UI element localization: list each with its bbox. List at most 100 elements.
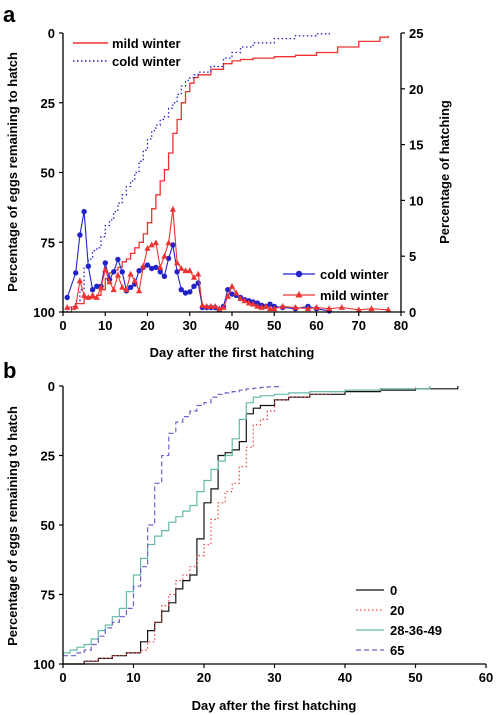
daily-point-mild-winter (195, 270, 202, 277)
legend-label-0: 0 (390, 583, 397, 598)
daily-point-mild-winter (207, 303, 214, 309)
daily-point-cold-winter (153, 264, 159, 271)
daily-point-cold-winter (64, 294, 70, 301)
daily-point-mild-winter (233, 289, 240, 296)
daily-point-mild-winter (190, 274, 198, 280)
daily-point-mild-winter (199, 301, 206, 308)
panel-b-y-tick-label: 0 (48, 379, 55, 394)
daily-point-mild-winter (228, 282, 236, 289)
legend-marker-triangle (295, 291, 303, 298)
panel-a-y-axis-title: Percentage of eggs remaining to hatch (5, 52, 20, 292)
panel-a-y-tick-label: 50 (41, 166, 55, 181)
legend-marker-circle (295, 270, 303, 278)
daily-point-mild-winter (140, 262, 147, 269)
daily-point-mild-winter (157, 264, 164, 270)
daily-point-mild-winter (212, 303, 219, 309)
panel-b-x-tick-label: 40 (338, 670, 352, 685)
daily-point-mild-winter (152, 239, 159, 246)
daily-point-mild-winter (72, 303, 79, 309)
daily-point-cold-winter (81, 208, 87, 215)
daily-point-mild-winter (279, 303, 286, 309)
daily-point-mild-winter (385, 306, 392, 313)
panel-a-y2-tick-label: 20 (409, 82, 423, 97)
daily-point-cold-winter (73, 270, 79, 276)
daily-point-mild-winter (250, 300, 257, 307)
panel-b-y-tick-label: 50 (41, 518, 55, 533)
panel-a-x-tick-label: 60 (309, 318, 323, 333)
daily-point-cold-winter (178, 287, 184, 293)
panel-a-y-tick-label: 25 (41, 96, 55, 111)
daily-point-cold-winter (102, 260, 109, 266)
panel-b-x-axis-title: Day after the first hatching (192, 698, 357, 713)
daily-point-mild-winter (304, 305, 312, 312)
panel-b-legend: 0 20 28-36-49 65 (356, 583, 442, 658)
panel-b-lines (63, 386, 459, 665)
panel-a-y2-axis-title: Percentage of hatching (437, 100, 452, 244)
daily-point-cold-winter (115, 256, 121, 263)
panel-a-y2-tick-label: 10 (409, 193, 423, 208)
panel-b-x-tick-label: 30 (267, 670, 281, 685)
panel-a-x-tick-label: 10 (98, 318, 112, 333)
panel-a-y2-tick-label: 25 (409, 26, 423, 41)
daily-point-mild-winter (182, 267, 189, 274)
daily-point-cold-winter (127, 284, 134, 291)
daily-point-cold-winter (182, 290, 189, 296)
panel-b-y-tick-label: 75 (41, 588, 55, 603)
panel-a-x-tick-label: 40 (225, 318, 239, 333)
daily-point-cold-winter (119, 269, 125, 275)
panel-a-legend-cumulative: mild winter cold winter (73, 36, 181, 69)
daily-point-mild-winter (97, 284, 105, 290)
panel-b: b 0 10 20 30 40 50 60 0 25 50 75 100 Day after the … (3, 358, 493, 713)
panel-b-ticks: 0 10 20 30 40 50 60 0 25 50 75 100 (33, 379, 493, 685)
daily-point-mild-winter (161, 252, 168, 259)
daily-point-mild-winter (224, 293, 231, 299)
panel-a-x-tick-label: 70 (352, 318, 366, 333)
legend-label-mild-winter-daily: mild winter (320, 288, 389, 303)
daily-point-cold-winter (85, 263, 92, 269)
panel-a-x-tick-label: 30 (183, 318, 197, 333)
panel-a-x-tick-label: 80 (394, 318, 408, 333)
daily-point-mild-winter (292, 304, 299, 310)
legend-label-mild-winter: mild winter (112, 36, 181, 51)
daily-point-cold-winter (191, 283, 197, 289)
daily-point-mild-winter (64, 304, 71, 310)
panel-a-y-tick-label: 75 (41, 235, 55, 250)
daily-point-cold-winter (136, 268, 142, 274)
cumulative-line-28-36-49 (63, 386, 431, 654)
daily-point-mild-winter (271, 305, 278, 312)
daily-point-cold-winter (89, 287, 96, 293)
panel-a-x-axis-title: Day after the first hatching (150, 345, 315, 360)
cumulative-line-65 (63, 386, 283, 657)
panel-a-x-tick-label: 0 (59, 318, 66, 333)
daily-point-mild-winter (178, 265, 185, 271)
daily-point-mild-winter (127, 270, 134, 277)
panel-a-y2-tick-label: 0 (409, 305, 416, 320)
daily-point-mild-winter (93, 294, 100, 300)
daily-point-mild-winter (131, 277, 138, 284)
daily-point-mild-winter (106, 278, 113, 285)
daily-point-mild-winter (241, 297, 248, 304)
daily-point-mild-winter (114, 271, 121, 278)
daily-point-mild-winter (186, 267, 193, 274)
panel-b-x-tick-label: 60 (479, 670, 493, 685)
daily-point-mild-winter (262, 303, 269, 309)
daily-point-mild-winter (237, 295, 244, 301)
daily-point-mild-winter (203, 303, 210, 309)
daily-point-mild-winter (266, 305, 274, 312)
daily-point-mild-winter (368, 305, 375, 312)
daily-point-mild-winter (119, 284, 126, 290)
panel-a-x-tick-label: 50 (267, 318, 281, 333)
panel-b-x-tick-label: 10 (126, 670, 140, 685)
daily-point-mild-winter (136, 287, 143, 294)
daily-point-mild-winter (81, 291, 88, 298)
daily-point-cold-winter (165, 255, 172, 262)
daily-point-mild-winter (144, 245, 151, 251)
cumulative-line-cold-winter (63, 33, 330, 313)
panel-a-letter: a (3, 2, 16, 27)
daily-point-cold-winter (161, 273, 168, 279)
daily-point-cold-winter (77, 232, 83, 238)
panel-b-x-tick-label: 0 (59, 670, 66, 685)
